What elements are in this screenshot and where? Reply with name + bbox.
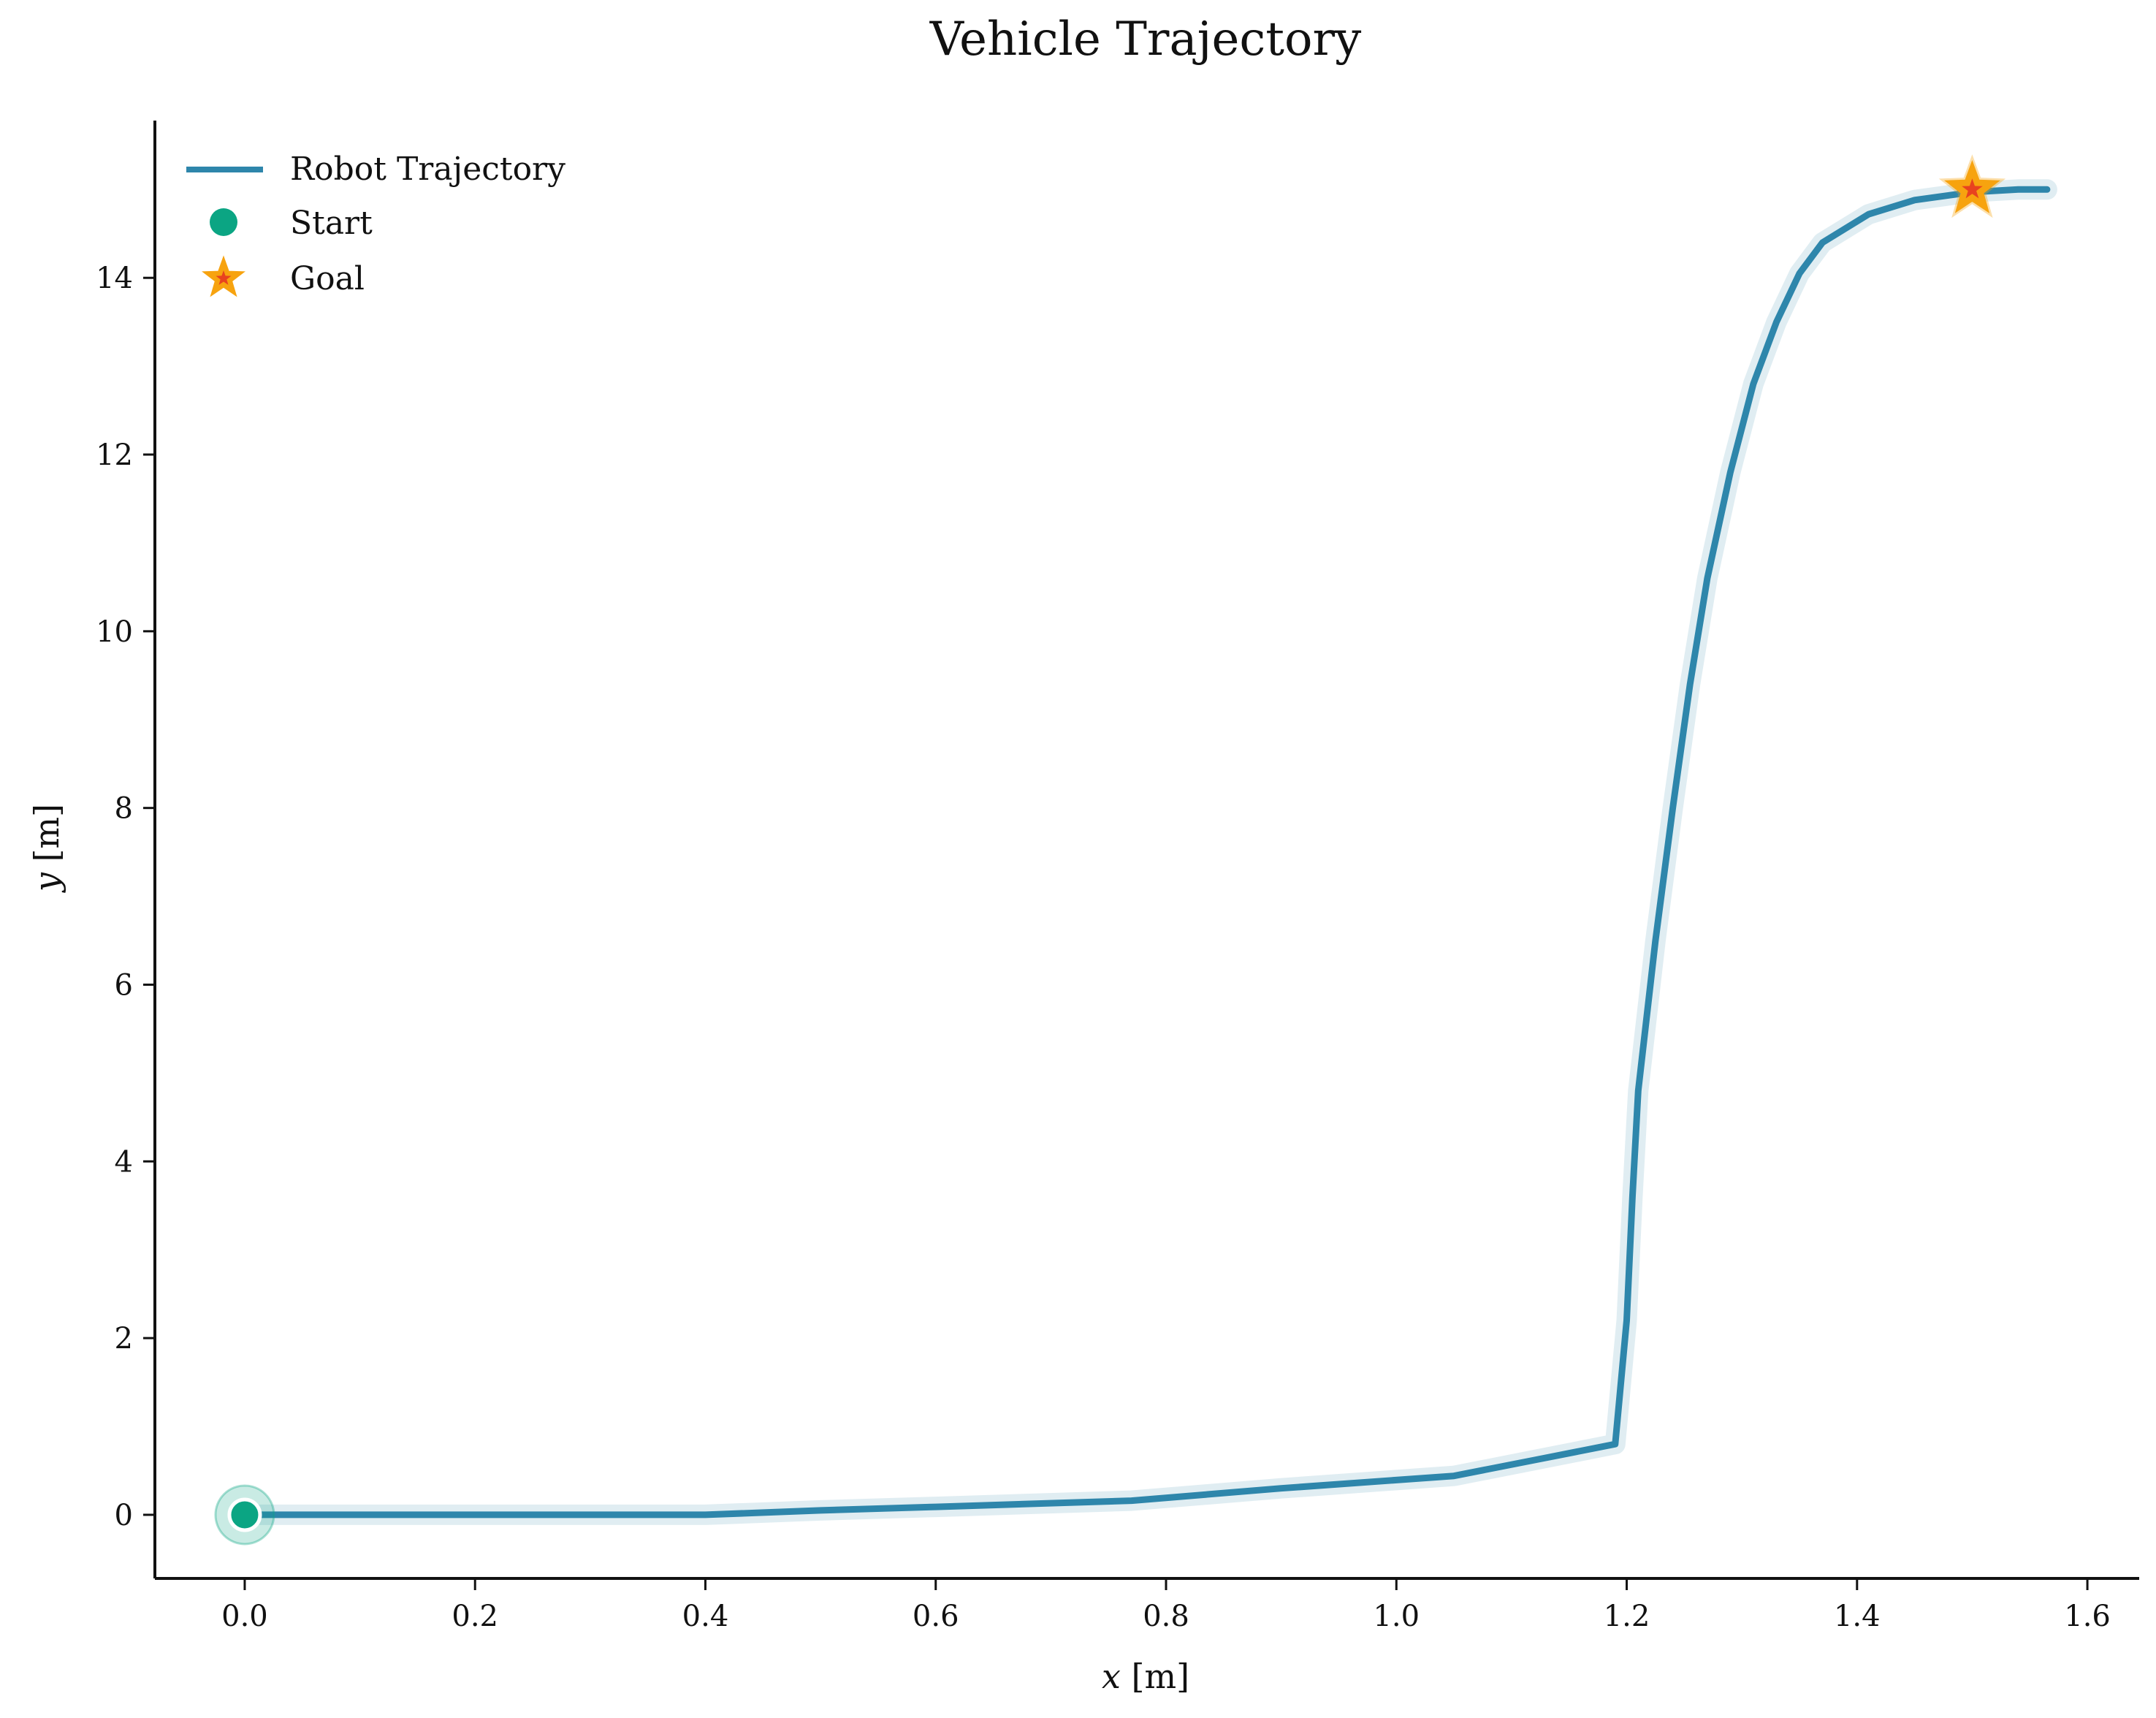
legend-start-swatch	[210, 208, 237, 236]
x-tick-label: 0.0	[221, 1600, 268, 1633]
y-tick-label: 0	[115, 1499, 133, 1532]
x-axis-ticks: 0.0 0.2 0.4 0.6 0.8 1.0 1.2 1.4 1.6	[221, 1578, 2111, 1633]
y-tick-label: 8	[115, 792, 133, 826]
legend-label-goal: Goal	[290, 260, 365, 297]
x-tick-label: 1.2	[1604, 1600, 1650, 1633]
legend: Robot Trajectory Start Goal	[186, 151, 565, 297]
goal-marker-center	[1962, 178, 1983, 199]
y-axis-ticks: 0 2 4 6 8 10 12 14	[96, 262, 155, 1532]
x-tick-label: 0.6	[913, 1600, 959, 1633]
legend-goal-swatch-center	[216, 270, 232, 285]
y-tick-label: 6	[115, 968, 133, 1002]
chart-title: Vehicle Trajectory	[929, 12, 1361, 66]
y-tick-label: 4	[115, 1145, 133, 1179]
x-tick-label: 0.8	[1143, 1600, 1189, 1633]
x-tick-label: 0.4	[682, 1600, 729, 1633]
x-tick-label: 1.0	[1373, 1600, 1420, 1633]
start-marker	[227, 1497, 262, 1532]
y-tick-label: 10	[96, 615, 133, 649]
x-tick-label: 0.2	[452, 1600, 498, 1633]
trajectory-glow	[235, 179, 2057, 1525]
trajectory-line	[241, 186, 2051, 1519]
legend-label-start: Start	[290, 205, 373, 242]
plot-area	[214, 154, 2057, 1546]
y-axis-label-unit: [m]	[27, 804, 66, 873]
x-tick-label: 1.6	[2064, 1600, 2111, 1633]
y-axis-label: y [m]	[27, 804, 66, 893]
x-axis-label-var: x	[1102, 1657, 1121, 1696]
x-axis-label: x [m]	[1102, 1657, 1189, 1696]
y-tick-label: 2	[115, 1322, 133, 1356]
x-axis-label-unit: [m]	[1121, 1657, 1189, 1696]
y-tick-label: 14	[96, 262, 133, 295]
legend-label-trajectory: Robot Trajectory	[290, 151, 565, 188]
y-tick-label: 12	[96, 438, 133, 472]
x-tick-label: 1.4	[1834, 1600, 1881, 1633]
y-axis-label-var: y	[27, 872, 66, 893]
